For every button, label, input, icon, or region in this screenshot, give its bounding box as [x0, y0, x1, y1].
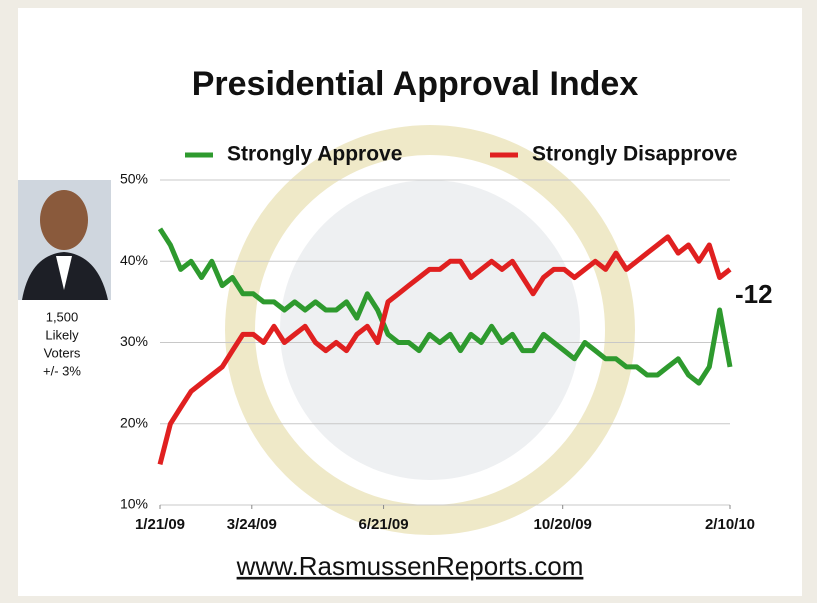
- photo: [18, 180, 111, 300]
- caption-line: Voters: [44, 345, 81, 360]
- y-tick-label: 50%: [120, 171, 148, 187]
- caption-line: Likely: [45, 327, 79, 342]
- seal-watermark: [280, 180, 580, 480]
- y-tick-label: 40%: [120, 252, 148, 268]
- caption-line: 1,500: [46, 309, 79, 324]
- seal-watermark: [225, 125, 635, 535]
- series-line: [157, 234, 732, 466]
- caption-line: +/- 3%: [43, 363, 81, 378]
- series-line: [157, 227, 733, 386]
- y-tick-label: 20%: [120, 414, 148, 430]
- source: www.RasmussenReports.com: [236, 551, 584, 581]
- chart-title: Presidential Approval Index: [192, 65, 639, 103]
- legend-label: Strongly Approve: [227, 143, 402, 166]
- x-tick-label: 1/21/09: [135, 516, 185, 533]
- x-tick-label: 10/20/09: [534, 516, 592, 533]
- y-tick-label: 30%: [120, 333, 148, 349]
- legend-label: Strongly Disapprove: [532, 143, 737, 166]
- x-tick-label: 2/10/10: [705, 516, 755, 533]
- x-tick-label: 3/24/09: [227, 516, 277, 533]
- x-tick-label: 6/21/09: [359, 516, 409, 533]
- y-tick-label: 10%: [120, 496, 148, 512]
- annotation: -12: [735, 279, 773, 309]
